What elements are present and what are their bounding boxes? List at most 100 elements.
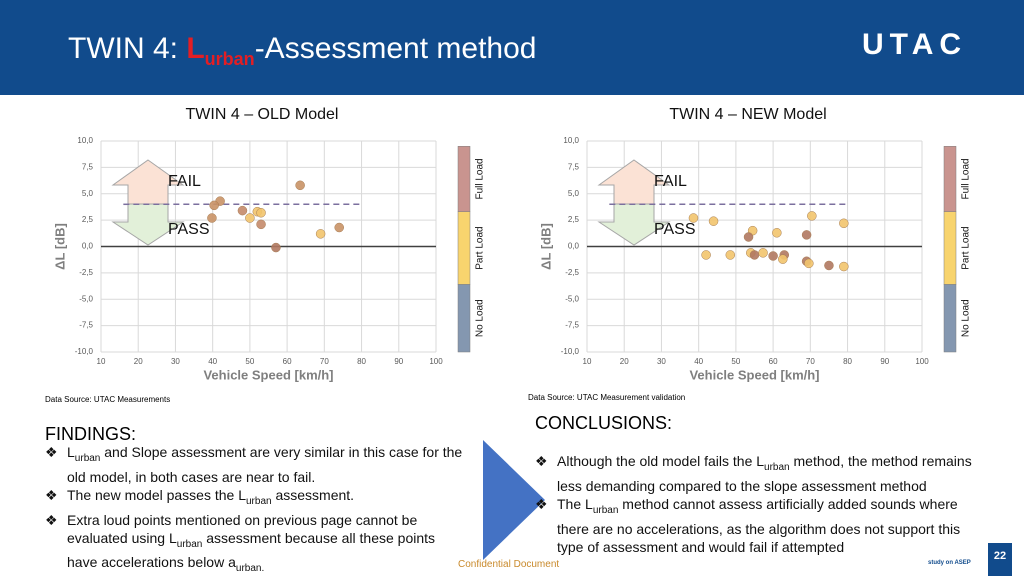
- bullet-text: Lurban and Slope assessment are very sim…: [67, 443, 465, 486]
- data-point: [807, 211, 817, 221]
- data-source: Data Source: UTAC Measurements: [45, 395, 171, 404]
- header-bar: TWIN 4: Lurban-Assessment method UTAC: [0, 0, 1024, 95]
- data-point: [824, 260, 834, 271]
- conclusions-list: ❖ Although the old model fails the Lurban…: [535, 452, 990, 556]
- load-band: [457, 146, 471, 212]
- data-point: [839, 261, 849, 272]
- findings-heading: FINDINGS:: [45, 424, 137, 444]
- data-point: [749, 250, 760, 260]
- data-point: [772, 228, 782, 238]
- text-run: L: [67, 444, 75, 460]
- bullet-text: Extra loud points mentioned on previous …: [67, 511, 465, 576]
- x-tick-label: 90: [880, 357, 889, 366]
- y-tick-label: 7,5: [82, 162, 94, 171]
- logo: UTAC: [862, 28, 968, 61]
- text-run: Although the old model fails the L: [557, 453, 765, 469]
- y-tick-label: -7,5: [565, 321, 579, 330]
- subscript: urban: [74, 452, 101, 464]
- y-tick-label: 0,0: [568, 242, 580, 251]
- text-run: method cannot assess artificially added …: [557, 495, 961, 555]
- y-tick-label: 2,5: [82, 215, 94, 224]
- data-point: [768, 251, 778, 261]
- load-band-label: No Load: [961, 299, 972, 337]
- title-sub: urban: [204, 49, 255, 69]
- x-tick-label: 100: [429, 357, 443, 366]
- x-tick-label: 70: [806, 357, 815, 366]
- data-point: [708, 216, 719, 226]
- load-band: [457, 284, 471, 353]
- text-run: method, the method remains less demandin…: [557, 453, 972, 494]
- text-run: The new model passes the L: [67, 486, 246, 503]
- y-tick-label: 0,0: [82, 242, 94, 251]
- bullet: ❖ The Lurban method cannot assess artific…: [535, 495, 990, 556]
- y-tick-label: -2,5: [79, 268, 93, 277]
- y-axis-label: ΔL [dB]: [52, 223, 67, 270]
- x-tick-label: 30: [657, 357, 666, 366]
- bullet-text: The Lurban method cannot assess artifici…: [557, 495, 990, 556]
- pass-label: PASS: [168, 221, 210, 238]
- x-tick-label: 20: [620, 357, 629, 366]
- conclusions-heading: CONCLUSIONS:: [535, 413, 673, 433]
- fail-label: FAIL: [168, 173, 201, 190]
- y-tick-label: -5,0: [565, 294, 579, 303]
- bullet: ❖ Lurban and Slope assessment are very si…: [45, 443, 465, 486]
- load-band: [943, 284, 957, 353]
- data-point: [801, 230, 812, 240]
- x-tick-label: 10: [97, 357, 106, 366]
- x-tick-label: 60: [769, 357, 778, 366]
- y-tick-label: -5,0: [79, 294, 93, 303]
- load-band-label: No Load: [475, 299, 486, 337]
- bullet: ❖ Extra loud points mentioned on previous…: [45, 511, 465, 576]
- data-point: [758, 248, 768, 258]
- y-tick-label: -10,0: [75, 347, 94, 356]
- x-axis-label: Vehicle Speed [km/h]: [203, 367, 333, 382]
- y-tick-label: 10,0: [563, 136, 579, 145]
- y-tick-label: 5,0: [82, 189, 94, 198]
- x-tick-label: 50: [731, 357, 740, 366]
- subscript: urban.: [235, 563, 265, 575]
- y-axis-label: ΔL [dB]: [538, 223, 553, 270]
- chart-title: TWIN 4 – NEW Model: [669, 106, 826, 123]
- data-point: [207, 213, 217, 223]
- text-run: and Slope assessment are very similar in…: [67, 444, 463, 485]
- bullet: ❖ The new model passes the Lurban assessm…: [45, 486, 465, 511]
- y-tick-label: 2,5: [568, 215, 580, 224]
- data-point: [256, 207, 266, 218]
- data-point: [237, 205, 248, 216]
- load-band: [457, 211, 471, 285]
- subscript: urban: [592, 504, 619, 516]
- data-point: [778, 254, 788, 264]
- data-point: [804, 258, 814, 269]
- x-tick-label: 90: [394, 357, 403, 366]
- x-tick-label: 40: [694, 357, 703, 366]
- pass-label: PASS: [654, 221, 696, 238]
- load-band: [943, 211, 957, 285]
- x-tick-label: 10: [583, 357, 592, 366]
- y-tick-label: 10,0: [77, 136, 93, 145]
- x-tick-label: 30: [171, 357, 180, 366]
- load-band-label: Part Load: [961, 226, 972, 269]
- text-run: Extra loud points mentioned on previous …: [67, 511, 418, 546]
- data-point: [209, 200, 219, 211]
- subscript: urban: [764, 461, 790, 473]
- text-run: assessment because all these points have…: [67, 529, 436, 571]
- data-point: [245, 213, 255, 223]
- load-band-label: Full Load: [961, 158, 972, 199]
- x-tick-label: 40: [208, 357, 217, 366]
- data-point: [271, 242, 281, 253]
- x-tick-label: 80: [843, 357, 852, 366]
- bullet-marker: ❖: [45, 511, 58, 528]
- text-run: The L: [557, 495, 593, 512]
- data-point: [839, 218, 849, 229]
- x-tick-label: 100: [915, 357, 929, 366]
- x-axis-label: Vehicle Speed [km/h]: [689, 367, 819, 382]
- findings-list: ❖ Lurban and Slope assessment are very si…: [45, 443, 465, 576]
- fail-label: FAIL: [654, 173, 687, 190]
- pass-arrow: [111, 203, 185, 246]
- load-band-label: Part Load: [475, 226, 486, 269]
- slide-title: TWIN 4: Lurban-Assessment method: [68, 32, 536, 70]
- study-label: study on ASEP: [928, 560, 971, 566]
- subscript: urban: [246, 495, 272, 507]
